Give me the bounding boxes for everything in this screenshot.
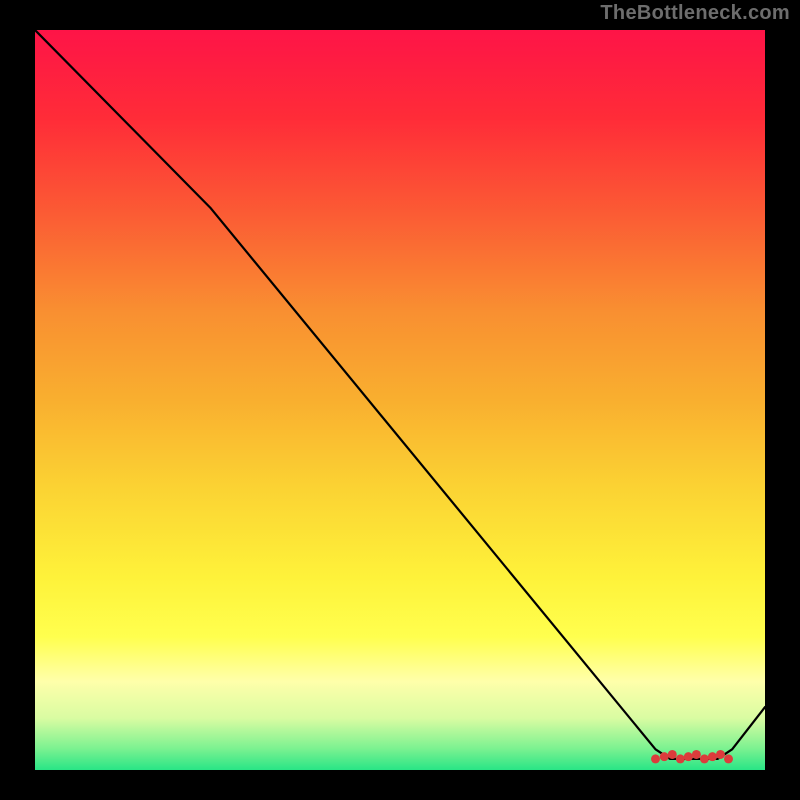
marker-dot — [692, 750, 701, 759]
attribution-label: TheBottleneck.com — [600, 2, 790, 25]
chart-container: TheBottleneck.com — [0, 0, 800, 800]
marker-dot — [708, 752, 717, 761]
marker-dot — [724, 754, 733, 763]
marker-dot — [660, 752, 669, 761]
marker-dot — [716, 750, 725, 759]
plot-area — [35, 30, 765, 770]
marker-dot — [676, 754, 685, 763]
marker-dot — [684, 752, 693, 761]
marker-dot — [651, 754, 660, 763]
marker-dot — [668, 750, 677, 759]
marker-dot — [700, 754, 709, 763]
gradient-chart — [35, 30, 765, 770]
